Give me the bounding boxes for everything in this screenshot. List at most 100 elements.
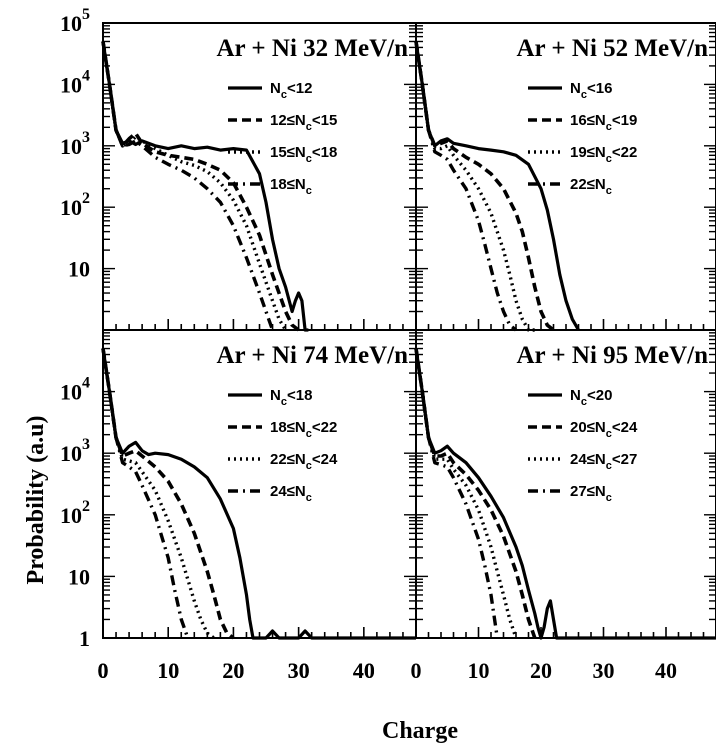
legend-rest: <20 xyxy=(587,387,612,404)
legend-entry: 15≤Nc<18 xyxy=(270,144,337,165)
series-line-dash-dot xyxy=(414,41,518,332)
y-tick-label: 103 xyxy=(60,436,90,466)
legend-sub: c xyxy=(606,185,612,197)
series-line-dash-dot xyxy=(101,348,190,639)
y-tick-label: 102 xyxy=(60,498,90,528)
y-tick-label: 102 xyxy=(60,190,90,220)
legend-rest: <18 xyxy=(312,144,337,161)
y-tick-base: 10 xyxy=(60,134,82,159)
legend-sub: c xyxy=(306,428,312,440)
legend-entry: 20≤Nc<24 xyxy=(570,419,638,440)
legend-main: N xyxy=(570,387,581,404)
y-tick-base: 10 xyxy=(60,441,82,466)
series-line-solid xyxy=(414,348,716,640)
y-tick-label: 105 xyxy=(60,6,90,36)
legend-sub: c xyxy=(281,89,287,101)
y-tick-label: 104 xyxy=(60,375,90,405)
y-tick-exponent: 3 xyxy=(82,436,90,453)
y-tick-exponent: 5 xyxy=(82,6,90,23)
legend-entry: 22≤Nc xyxy=(570,176,612,197)
legend-sub: c xyxy=(581,89,587,101)
legend-sub: c xyxy=(306,121,312,133)
legend-sub: c xyxy=(281,396,287,408)
y-tick-label: 10 xyxy=(68,564,90,589)
x-axis-label: Charge xyxy=(382,718,458,744)
panel-frame xyxy=(415,329,716,639)
chart-panel-2: Ar + Ni 52 MeV/nNc<1616≤Nc<1919≤Nc<2222≤… xyxy=(414,22,716,332)
legend-sub: c xyxy=(306,153,312,165)
panel-title: Ar + Ni 74 MeV/n xyxy=(216,342,408,369)
legend-sub: c xyxy=(581,396,587,408)
panel-title: Ar + Ni 32 MeV/n xyxy=(216,35,408,62)
legend-rest: <27 xyxy=(612,451,637,468)
legend-entry: Nc<20 xyxy=(570,387,612,408)
x-tick-label: 0 xyxy=(411,658,422,683)
series-line-dash-dot xyxy=(414,348,499,639)
y-tick-base: 10 xyxy=(60,503,82,528)
legend-entry: Nc<18 xyxy=(270,387,312,408)
y-tick-label: 104 xyxy=(60,67,90,97)
y-tick-exponent: 4 xyxy=(82,375,90,392)
series-line-dotted xyxy=(101,348,215,640)
series-line-dashed xyxy=(101,348,235,640)
y-tick-base: 10 xyxy=(68,564,90,589)
x-tick-label: 0 xyxy=(98,658,109,683)
legend-entry: 18≤Nc xyxy=(270,176,312,197)
legend-main: 18≤N xyxy=(270,176,306,193)
legend-rest: <16 xyxy=(587,80,612,97)
legend-rest: <22 xyxy=(612,144,637,161)
y-tick-exponent: 2 xyxy=(82,498,90,515)
legend-sub: c xyxy=(606,153,612,165)
legend-sub: c xyxy=(606,121,612,133)
y-tick-label: 10 xyxy=(68,257,90,282)
legend-sub: c xyxy=(306,185,312,197)
legend-entry: 19≤Nc<22 xyxy=(570,144,637,165)
legend-main: 16≤N xyxy=(570,112,606,129)
legend-sub: c xyxy=(306,460,312,472)
series-line-dotted xyxy=(414,41,535,332)
legend-main: N xyxy=(270,387,281,404)
panel-title: Ar + Ni 52 MeV/n xyxy=(516,35,708,62)
legend-entry: Nc<12 xyxy=(270,80,312,101)
y-tick-label: 103 xyxy=(60,129,90,159)
legend-entry: 24≤Nc xyxy=(270,483,312,504)
panel-title: Ar + Ni 95 MeV/n xyxy=(516,342,708,369)
panel-frame xyxy=(415,22,716,331)
y-tick-exponent: 3 xyxy=(82,129,90,146)
legend-main: N xyxy=(570,80,581,97)
series-line-dashed xyxy=(414,41,555,332)
x-tick-label: 40 xyxy=(353,658,375,683)
y-tick-exponent: 4 xyxy=(82,67,90,84)
y-tick-base: 10 xyxy=(60,195,82,220)
x-tick-label: 10 xyxy=(157,658,179,683)
x-tick-label: 10 xyxy=(468,658,490,683)
legend-sub: c xyxy=(306,492,312,504)
legend-entry: 27≤Nc xyxy=(570,483,612,504)
series-line-dashed xyxy=(414,348,537,639)
y-tick-base: 10 xyxy=(68,257,90,282)
legend-main: 27≤N xyxy=(570,483,606,500)
legend-entry: 24≤Nc<27 xyxy=(570,451,637,472)
legend-main: 19≤N xyxy=(570,144,606,161)
y-axis-label: Probability (a.u) xyxy=(23,416,49,585)
series-line-dotted xyxy=(101,41,288,331)
legend-main: 15≤N xyxy=(270,144,306,161)
legend-rest: <22 xyxy=(312,419,337,436)
legend-rest: <24 xyxy=(612,419,638,436)
x-tick-label: 40 xyxy=(353,658,375,683)
x-tick-label: 30 xyxy=(593,658,615,683)
legend-main: 12≤N xyxy=(270,112,306,129)
legend-sub: c xyxy=(606,460,612,472)
x-tick-label: 30 xyxy=(288,658,310,683)
x-tick-label: 20 xyxy=(530,658,552,683)
x-tick-label: 10 xyxy=(157,658,179,683)
legend-entry: 22≤Nc<24 xyxy=(270,451,338,472)
y-tick-base: 1 xyxy=(79,626,90,651)
x-tick-label: 30 xyxy=(288,658,310,683)
x-tick-label: 0 xyxy=(98,658,109,683)
